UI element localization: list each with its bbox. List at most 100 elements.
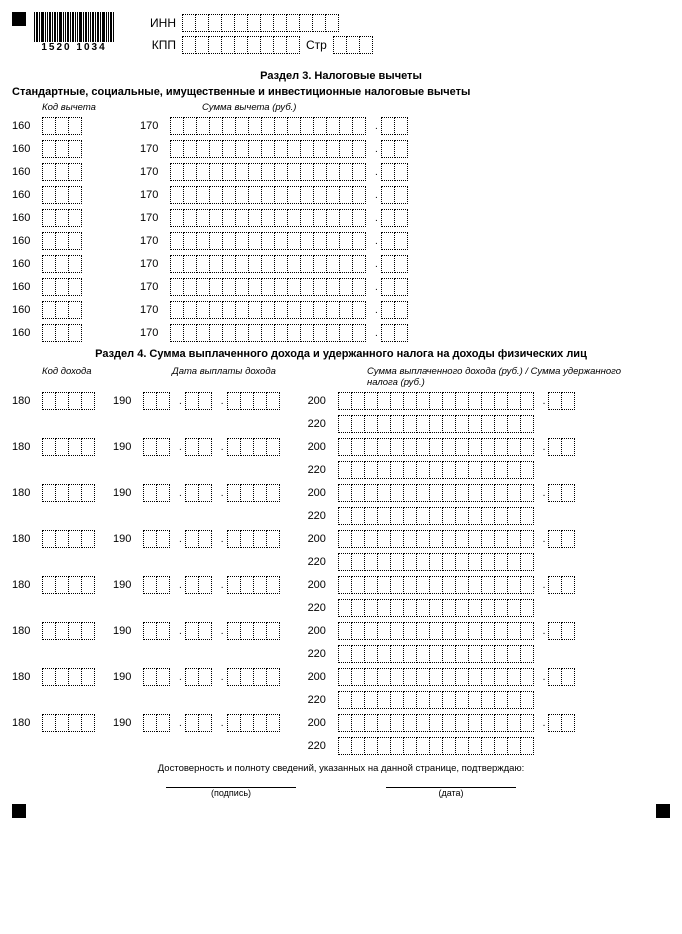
sec4-code-sum1: 200 (308, 441, 338, 453)
sec4-code-sum1: 200 (308, 395, 338, 407)
header-fields: ИНН КПП Стр (138, 14, 379, 58)
sec3-code-right: 170 (140, 143, 170, 155)
barcode-number: 1520 1034 (41, 42, 106, 53)
sec3-row: 160170. (12, 140, 670, 158)
sec3-code-left: 160 (12, 120, 42, 132)
sec3-code-right: 170 (140, 304, 170, 316)
top-corner-left (12, 12, 26, 26)
sec3-code-left: 160 (12, 235, 42, 247)
sec3-code-left: 160 (12, 327, 42, 339)
sec4-code-date: 190 (113, 530, 143, 545)
sec4-code-date: 190 (113, 668, 143, 683)
kpp-label: КПП (138, 38, 176, 52)
sec4-code-income: 180 (12, 392, 42, 407)
section3-title: Раздел 3. Налоговые вычеты (12, 70, 670, 82)
sec4-code-sum1: 200 (308, 487, 338, 499)
kpp-row: КПП Стр (138, 36, 379, 54)
sec3-code-left: 160 (12, 258, 42, 270)
sec3-row: 160170. (12, 301, 670, 319)
sec3-code-right: 170 (140, 189, 170, 201)
section4-title: Раздел 4. Сумма выплаченного дохода и уд… (12, 348, 670, 360)
col-head-sum: Сумма вычета (руб.) (202, 102, 296, 113)
sec4-code-income: 180 (12, 668, 42, 683)
section4-rows: 180190..200.220180190..200.220180190..20… (12, 392, 670, 755)
sec4-code-date: 190 (113, 622, 143, 637)
sec4-code-income: 180 (12, 622, 42, 637)
date-label: (дата) (386, 788, 516, 798)
sec4-code-sum2: 220 (308, 648, 338, 660)
inn-label: ИНН (138, 16, 176, 30)
inn-cells[interactable] (182, 14, 339, 32)
page-cells[interactable] (333, 36, 373, 54)
sec4-code-date: 190 (113, 576, 143, 591)
sec3-code-right: 170 (140, 258, 170, 270)
sec4-code-sum1: 200 (308, 579, 338, 591)
sec3-code-right: 170 (140, 212, 170, 224)
sec4-row: 180190..200.220 (12, 668, 670, 709)
sec4-code-date: 190 (113, 438, 143, 453)
sec3-row: 160170. (12, 324, 670, 342)
sec3-code-left: 160 (12, 281, 42, 293)
date-block: (дата) (386, 778, 516, 798)
barcode-block: 1520 1034 (34, 12, 114, 53)
col-head-income-code: Код дохода (42, 366, 172, 388)
sec3-row: 160170. (12, 117, 670, 135)
sec4-code-sum1: 200 (308, 671, 338, 683)
corner-bl (12, 804, 26, 818)
page-top: 1520 1034 ИНН КПП Стр (12, 12, 670, 58)
sec3-row: 160170. (12, 209, 670, 227)
sec3-code-left: 160 (12, 212, 42, 224)
sec4-code-sum2: 220 (308, 510, 338, 522)
sec4-code-sum2: 220 (308, 740, 338, 752)
date-line[interactable] (386, 778, 516, 788)
barcode (34, 12, 114, 42)
sec3-code-left: 160 (12, 143, 42, 155)
sec4-row: 180190..200.220 (12, 438, 670, 479)
sec3-row: 160170. (12, 186, 670, 204)
sec4-code-income: 180 (12, 530, 42, 545)
signature-line[interactable] (166, 778, 296, 788)
sec3-row: 160170. (12, 163, 670, 181)
sec4-code-income: 180 (12, 438, 42, 453)
sec4-code-sum2: 220 (308, 602, 338, 614)
sec4-code-sum1: 200 (308, 717, 338, 729)
kpp-cells[interactable] (182, 36, 300, 54)
sec4-code-income: 180 (12, 576, 42, 591)
bottom-corners (12, 804, 670, 818)
sec3-code-right: 170 (140, 166, 170, 178)
sec4-row: 180190..200.220 (12, 714, 670, 755)
signature-block: (подпись) (166, 778, 296, 798)
signature-row: (подпись) (дата) (12, 778, 670, 798)
sec4-code-income: 180 (12, 714, 42, 729)
sec4-code-date: 190 (113, 392, 143, 407)
sec4-code-income: 180 (12, 484, 42, 499)
page-label: Стр (306, 38, 327, 52)
sec4-code-sum1: 200 (308, 533, 338, 545)
sec4-row: 180190..200.220 (12, 622, 670, 663)
sec3-code-right: 170 (140, 235, 170, 247)
section4-col-heads: Код дохода Дата выплаты дохода Сумма вып… (42, 366, 670, 388)
sec3-code-left: 160 (12, 189, 42, 201)
sec4-row: 180190..200.220 (12, 392, 670, 433)
sec3-code-right: 170 (140, 281, 170, 293)
section3-rows: 160170.160170.160170.160170.160170.16017… (12, 117, 670, 342)
sec4-code-sum2: 220 (308, 556, 338, 568)
corner-br (656, 804, 670, 818)
sec3-code-right: 170 (140, 120, 170, 132)
col-head-sums: Сумма выплаченного дохода (руб.) / Сумма… (367, 366, 647, 388)
col-head-date: Дата выплаты дохода (172, 366, 367, 388)
sec4-code-sum1: 200 (308, 625, 338, 637)
sec4-row: 180190..200.220 (12, 576, 670, 617)
sec4-code-sum2: 220 (308, 418, 338, 430)
sec3-code-left: 160 (12, 166, 42, 178)
sec4-row: 180190..200.220 (12, 530, 670, 571)
sec3-row: 160170. (12, 255, 670, 273)
footer-confirm: Достоверность и полноту сведений, указан… (12, 763, 670, 774)
sec3-row: 160170. (12, 278, 670, 296)
inn-row: ИНН (138, 14, 379, 32)
sec4-row: 180190..200.220 (12, 484, 670, 525)
sec4-code-date: 190 (113, 484, 143, 499)
sec3-row: 160170. (12, 232, 670, 250)
sec3-code-left: 160 (12, 304, 42, 316)
section3-subtitle: Стандартные, социальные, имущественные и… (12, 86, 670, 98)
